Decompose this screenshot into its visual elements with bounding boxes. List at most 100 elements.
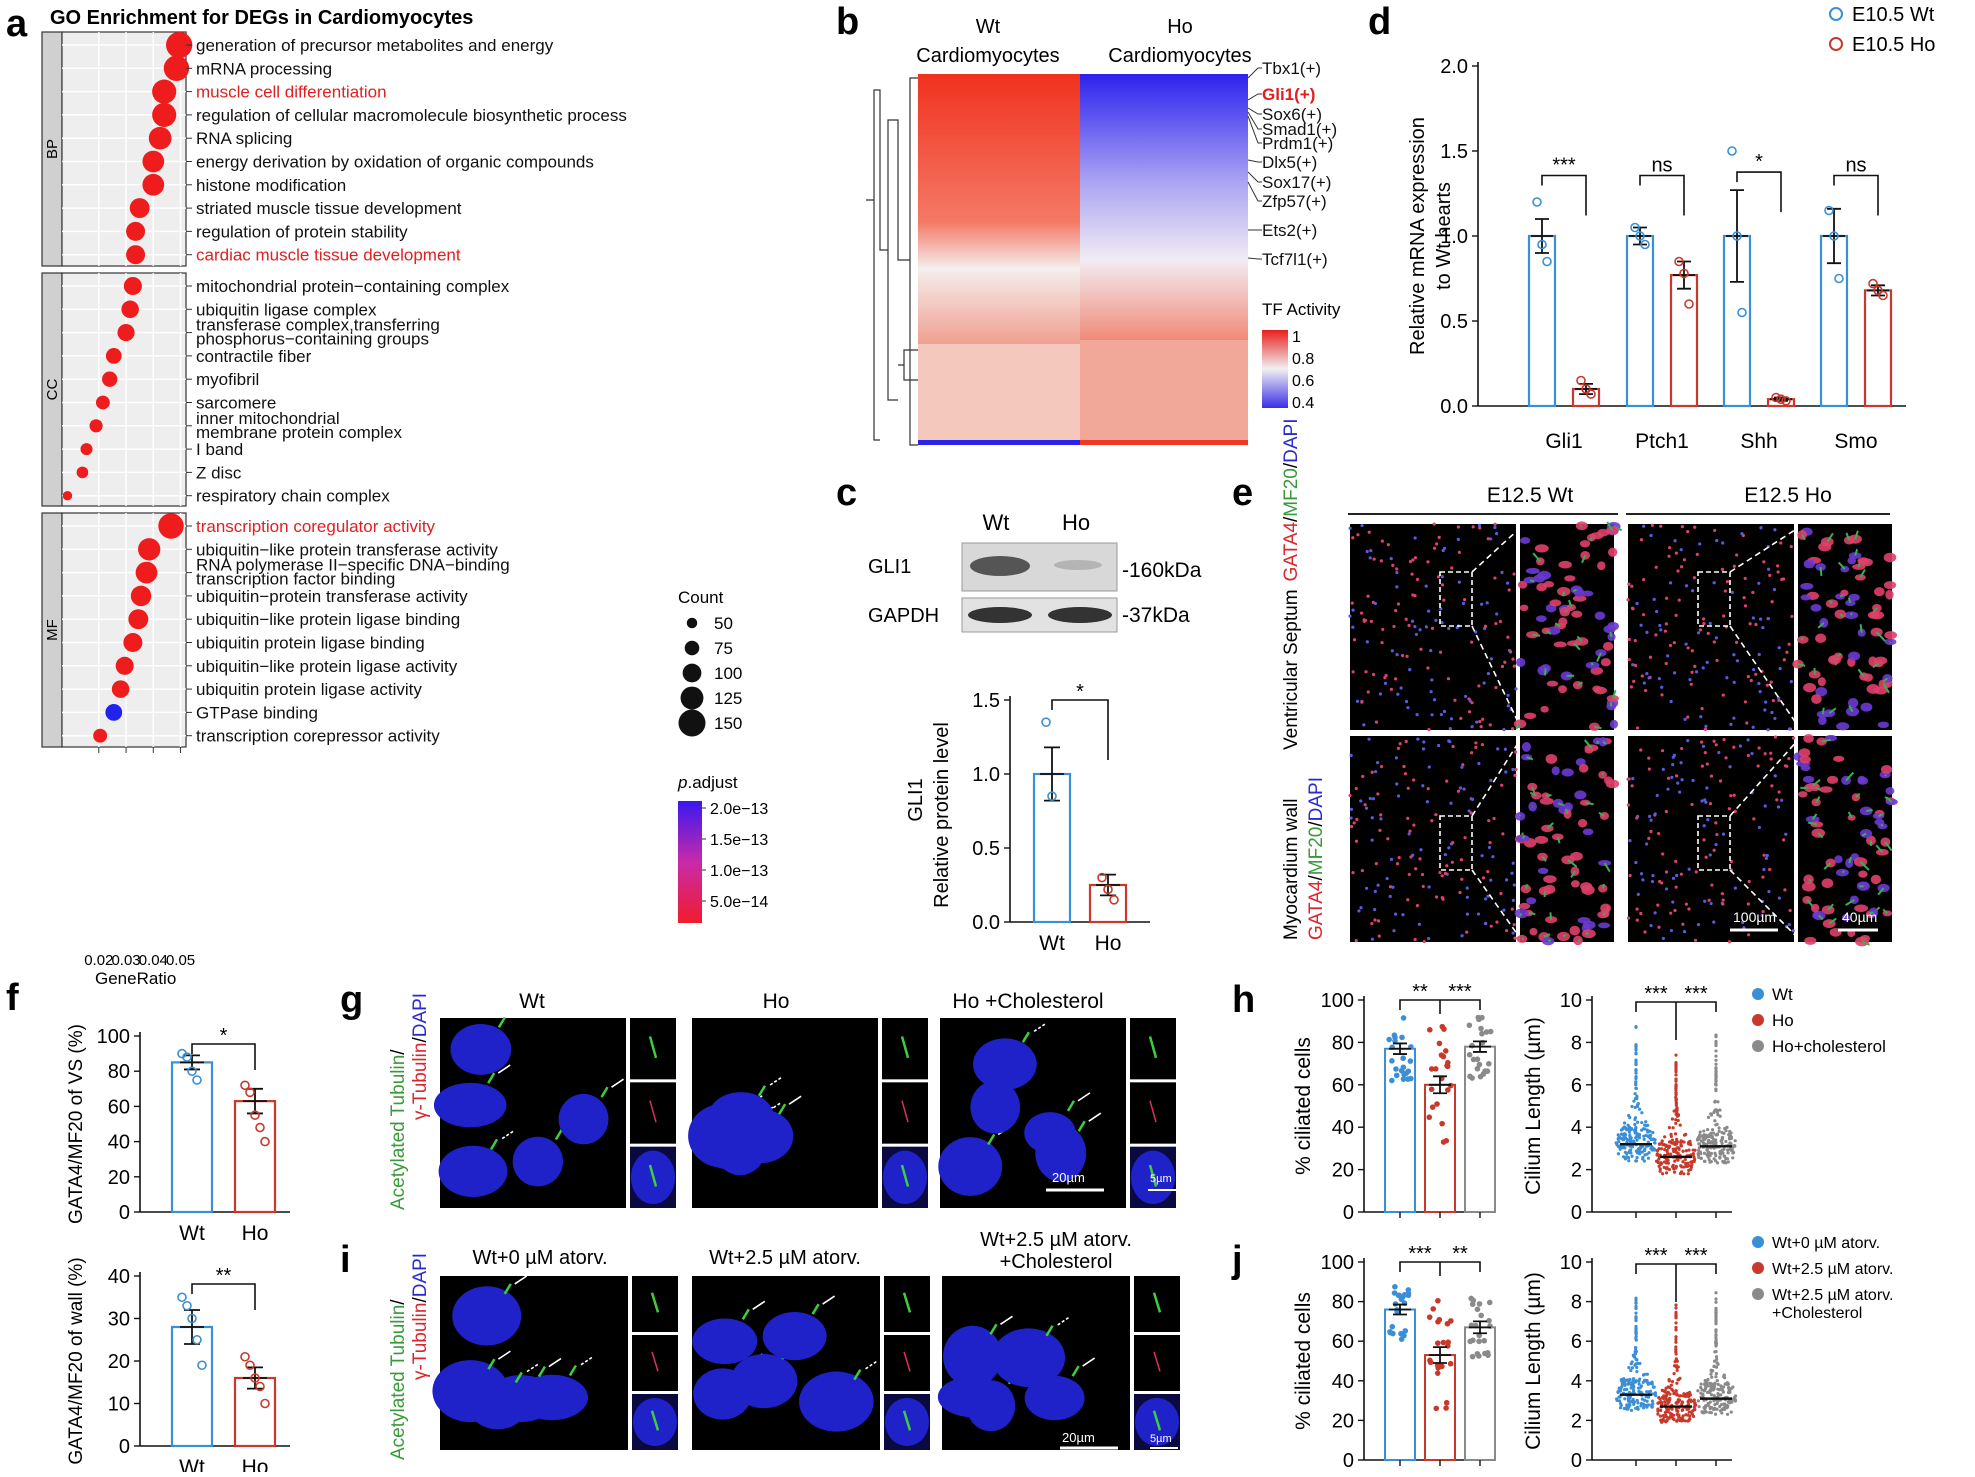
data-point xyxy=(1662,1397,1665,1400)
nucleus xyxy=(1660,686,1663,689)
nucleus xyxy=(1710,774,1713,777)
data-point xyxy=(1638,1383,1641,1386)
go-term-label: transcription coregulator activity xyxy=(196,517,436,536)
nucleus xyxy=(1513,664,1516,667)
nucleus xyxy=(1411,620,1414,623)
panel-letter-j: j xyxy=(1231,1239,1243,1281)
sig-label: ns xyxy=(1845,155,1866,177)
data-point xyxy=(1470,1354,1476,1360)
data-point xyxy=(1633,1400,1636,1403)
nucleus xyxy=(1725,676,1728,679)
nucleus xyxy=(1735,553,1738,556)
nucleus xyxy=(1648,767,1651,770)
count-legend-label: 100 xyxy=(714,664,742,683)
go-dot xyxy=(117,324,134,341)
nucleus xyxy=(1603,625,1615,633)
go-dot xyxy=(138,538,160,560)
data-point xyxy=(1687,1172,1690,1175)
h2-ylabel: Cilium Length (µm) xyxy=(1522,1017,1545,1195)
nucleus xyxy=(1654,911,1657,914)
nucleus xyxy=(943,1326,1002,1387)
fiber xyxy=(1834,659,1835,660)
nucleus xyxy=(1627,803,1630,806)
nucleus xyxy=(1466,887,1469,890)
data-point xyxy=(1716,1379,1719,1382)
go-dot xyxy=(131,586,151,606)
nucleus xyxy=(1364,670,1367,673)
nucleus xyxy=(1715,659,1718,662)
data-point xyxy=(1627,1397,1630,1400)
nucleus xyxy=(1488,846,1491,849)
go-term-label-cont: transcription factor binding xyxy=(196,570,395,589)
data-point xyxy=(1721,1151,1724,1154)
nucleus xyxy=(1412,824,1415,827)
data-point xyxy=(1635,1156,1638,1159)
nucleus xyxy=(1435,895,1438,898)
legend-d-wt: E10.5 Wt xyxy=(1852,4,1935,26)
nucleus xyxy=(1645,842,1648,845)
data-point xyxy=(1702,1129,1705,1132)
nucleus xyxy=(1477,684,1480,687)
nucleus xyxy=(1464,695,1467,698)
nucleus xyxy=(1680,873,1683,876)
nucleus xyxy=(1713,529,1716,532)
nucleus xyxy=(1700,799,1703,802)
nucleus xyxy=(1506,636,1509,639)
nucleus xyxy=(1844,536,1855,545)
nucleus xyxy=(1513,937,1516,940)
h-legend-wt: Wt xyxy=(1772,985,1793,1004)
sig-label: *** xyxy=(1684,983,1708,1005)
data-point xyxy=(1477,1062,1483,1068)
nucleus xyxy=(1415,713,1418,716)
sig-bracket xyxy=(1636,1002,1716,1040)
data-point xyxy=(1682,1172,1685,1175)
data-point xyxy=(1627,1114,1630,1117)
data-point xyxy=(1714,1077,1717,1080)
nucleus xyxy=(1376,761,1379,764)
panel-letter-e: e xyxy=(1232,472,1253,514)
data-point xyxy=(1716,1161,1719,1164)
data-point xyxy=(1704,1386,1707,1389)
nucleus xyxy=(1481,718,1484,721)
padj-legend-title: p.adjust xyxy=(677,773,738,792)
data-point xyxy=(1638,1377,1641,1380)
data-point xyxy=(1710,1376,1713,1379)
nucleus xyxy=(1391,649,1394,652)
sig-label: ns xyxy=(1651,155,1672,177)
data-point xyxy=(1634,1312,1637,1315)
nucleus xyxy=(1391,886,1394,889)
nucleus xyxy=(1369,797,1372,800)
data-point xyxy=(1471,1057,1477,1063)
nucleus xyxy=(1766,684,1769,687)
nucleus xyxy=(1408,832,1411,835)
nucleus xyxy=(1669,912,1672,915)
nucleus xyxy=(1460,858,1463,861)
j1-ylabel: % ciliated cells xyxy=(1292,1292,1315,1430)
data-point xyxy=(1693,1160,1696,1163)
nucleus xyxy=(1353,821,1356,824)
nucleus xyxy=(1395,567,1398,570)
data-point xyxy=(1435,1298,1441,1304)
nucleus xyxy=(1366,550,1369,553)
data-point xyxy=(1664,1144,1667,1147)
tf-gene-leader xyxy=(1248,258,1262,259)
nucleus xyxy=(1445,780,1448,783)
nucleus xyxy=(1361,775,1364,778)
nucleus xyxy=(1745,721,1748,724)
fiber xyxy=(1550,912,1551,919)
nucleus xyxy=(1693,665,1696,668)
sig-label: *** xyxy=(1644,1245,1668,1267)
data-point xyxy=(1110,896,1118,904)
data-point xyxy=(1631,1145,1634,1148)
nucleus xyxy=(1453,699,1456,702)
nucleus xyxy=(1386,877,1389,880)
nucleus xyxy=(1397,602,1400,605)
nucleus xyxy=(1702,622,1705,625)
nucleus xyxy=(1348,614,1351,617)
go-dot xyxy=(126,245,145,264)
data-point xyxy=(1710,1160,1713,1163)
nucleus xyxy=(1758,653,1761,656)
data-point xyxy=(1638,1108,1641,1111)
nucleus xyxy=(1685,903,1688,906)
nucleus xyxy=(1764,752,1767,755)
